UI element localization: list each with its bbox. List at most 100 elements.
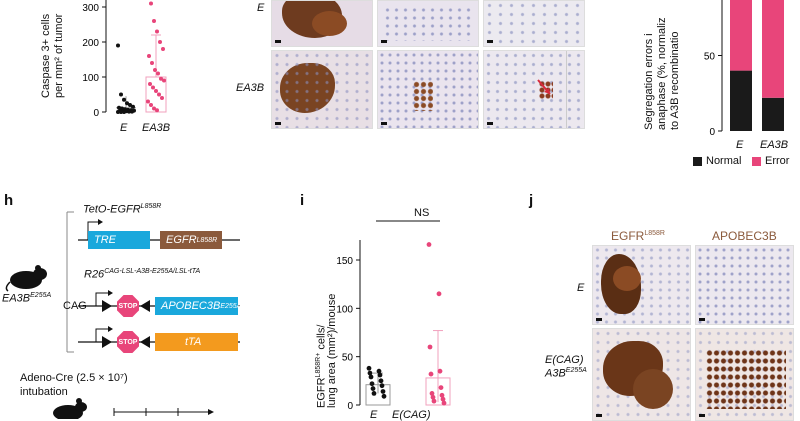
data-point — [155, 29, 159, 34]
data-point — [440, 396, 446, 402]
j-row2-label-1: E(CAG) — [545, 354, 584, 366]
adeno-label: Adeno-Cre (2.5 × 10⁷) — [20, 372, 128, 384]
caspase-cat-e: E — [120, 122, 128, 134]
seg-cat-e: E — [736, 139, 744, 151]
stop-sign-2: STOP — [117, 331, 139, 353]
scale-bar — [275, 40, 281, 43]
data-point — [369, 381, 375, 387]
data-point — [427, 344, 433, 350]
r26-label: R26CAG-LSL-A3B-E255A/LSL-tTA — [84, 268, 201, 281]
legend-normal-swatch — [693, 157, 702, 166]
data-point — [119, 92, 123, 97]
micrograph-j-e-apobec — [695, 245, 794, 325]
seg-ylabel-1: Segregation errors i — [643, 33, 655, 130]
intubation-label: intubation — [20, 386, 68, 398]
legend-normal-label: Normal — [706, 155, 742, 167]
micrograph-ea3b-3 — [483, 50, 585, 129]
data-point — [371, 391, 377, 396]
data-point — [429, 391, 435, 396]
scale-bar — [487, 40, 493, 43]
y-tick-label: 0 — [347, 401, 353, 412]
data-point — [437, 368, 443, 374]
data-point — [152, 19, 156, 23]
scale-bar — [381, 122, 387, 125]
apobec-box: APOBEC3B E255A — [155, 297, 241, 315]
data-point — [154, 89, 158, 93]
micrograph-j-ecag-egfr — [592, 328, 691, 421]
micrograph-e-1 — [271, 0, 373, 47]
data-point — [430, 394, 436, 400]
data-point — [377, 372, 383, 378]
data-point — [426, 242, 432, 247]
scale-bar — [699, 318, 705, 321]
panel-i-chart: 0 50 100 150 — [336, 220, 451, 412]
caspase-chart: 0 100 200 300 — [82, 0, 167, 119]
top-row-label-ea3b: EA3B — [236, 82, 265, 94]
data-point — [146, 99, 150, 104]
teto-label: TetO-EGFRL858R — [83, 203, 162, 216]
j-row2-label-2: A3BE255A — [545, 367, 587, 380]
data-point — [159, 76, 163, 81]
stacked-bar-segment — [762, 97, 784, 131]
data-point — [152, 106, 156, 111]
panel-j-letter: j — [529, 192, 534, 209]
j-row1-label: E — [577, 282, 585, 294]
stop-sign-1: STOP — [117, 295, 139, 317]
top-row-label-e: E — [257, 2, 265, 14]
data-point — [125, 101, 129, 106]
panel-h-letter: h — [4, 192, 14, 209]
y-tick-label: 100 — [82, 73, 99, 84]
data-point — [162, 78, 166, 83]
micrograph-e-2 — [377, 0, 479, 47]
scale-bar — [275, 122, 281, 125]
data-point — [119, 110, 123, 114]
red-arrow-icon — [537, 79, 551, 95]
y-tick-label: 100 — [336, 304, 353, 315]
data-point — [127, 109, 131, 114]
micrograph-j-ecag-apobec — [695, 328, 794, 421]
stacked-bar-segment — [762, 0, 784, 98]
y-tick-label: 300 — [82, 3, 99, 14]
micrograph-ea3b-2 — [377, 50, 479, 129]
ns-label: NS — [414, 207, 430, 219]
data-point — [122, 110, 126, 114]
data-point — [379, 383, 385, 389]
data-point — [117, 105, 121, 110]
data-point — [376, 368, 382, 374]
data-point — [130, 109, 134, 114]
data-point — [367, 370, 373, 376]
scale-bar — [596, 318, 602, 321]
data-point — [378, 378, 384, 384]
y-tick-label: 50 — [704, 52, 716, 63]
cag-label: CAG — [63, 300, 87, 312]
data-point — [438, 385, 444, 390]
j-col2-header: APOBEC3B — [712, 229, 777, 243]
data-point — [116, 110, 120, 114]
data-point — [150, 61, 154, 65]
data-point — [156, 71, 160, 76]
micrograph-j-e-egfr — [592, 245, 691, 325]
scale-bar — [487, 122, 493, 125]
data-point — [149, 1, 153, 6]
tta-box: tTA — [155, 333, 238, 351]
data-point — [157, 92, 161, 97]
scale-bar — [381, 40, 387, 43]
data-point — [436, 291, 442, 297]
data-point — [370, 386, 376, 391]
data-point — [366, 365, 372, 371]
stacked-bar-segment — [730, 0, 752, 71]
y-tick-label: 0 — [709, 127, 715, 138]
data-point — [155, 108, 159, 113]
data-point — [149, 103, 153, 107]
data-point — [158, 40, 162, 44]
data-point — [160, 96, 164, 100]
data-point — [116, 43, 120, 48]
micrograph-e-3 — [483, 0, 585, 47]
i-cat-ecag: E(CAG) — [392, 409, 431, 421]
legend-error-swatch — [752, 157, 761, 166]
i-cat-e: E — [370, 409, 378, 421]
data-point — [380, 389, 386, 394]
mouse-icon — [5, 265, 47, 292]
seg-cat-ea3b: EA3B — [760, 139, 789, 151]
scale-bar — [699, 414, 705, 417]
